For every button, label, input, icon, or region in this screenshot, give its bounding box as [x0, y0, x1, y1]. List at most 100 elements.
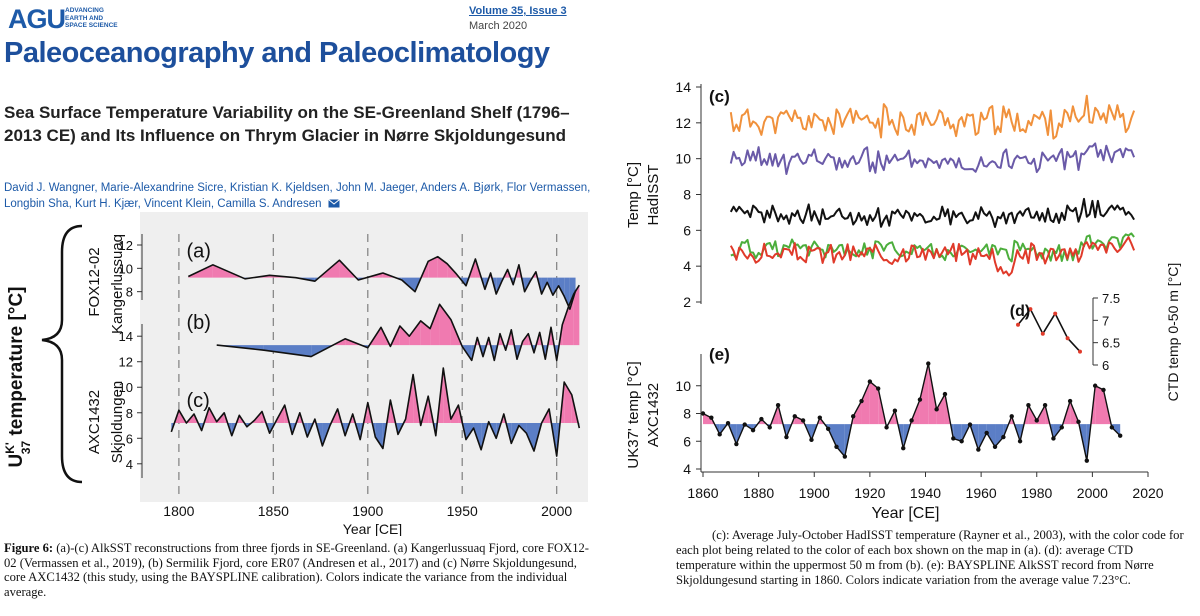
alksst-point-29 [942, 391, 948, 397]
alksst-point-5 [742, 422, 747, 427]
alksst-xtick-label-1980: 1980 [1021, 485, 1052, 501]
alksst-point-36 [1001, 434, 1006, 440]
right-figure-chart: 2 4 6 8 10 12 14 Temp [°C] HadISST (c) 6 6.5 7 7.5 CTD… [625, 79, 1181, 522]
alksst-point-17 [842, 454, 848, 459]
alksst-point-44 [1067, 398, 1073, 404]
article-title: Sea Surface Temperature Variability on t… [4, 103, 570, 145]
alksst-positive-fill [1103, 389, 1112, 425]
alksst-positive-fill [861, 381, 870, 425]
series-0-negative-fill [558, 277, 565, 297]
panel-label-d: (d) [1010, 303, 1030, 320]
right-figure-caption: (c): Average July-October HadISST temper… [676, 528, 1184, 587]
alksst-point-37 [1009, 414, 1014, 419]
alksst-positive-fill [1045, 405, 1050, 425]
left-xtick-label-1800: 1800 [163, 503, 194, 519]
alksst-point-0 [700, 411, 706, 416]
left-figure-background [140, 212, 588, 502]
series-2-negative-fill [375, 422, 383, 449]
series-0-positive-fill [468, 259, 476, 278]
series-0-positive-fill [428, 256, 438, 278]
agu-logo-subtext: ADVANCING EARTH AND SPACE SCIENCE [65, 7, 118, 29]
alksst-positive-fill [1011, 416, 1015, 425]
series-0-positive-fill [318, 260, 340, 278]
author-names[interactable]: David J. Wangner, Marie-Alexandrine Sicr… [4, 182, 591, 210]
left-figure-caption: Figure 6: (a)-(c) AlkSST reconstructions… [4, 541, 590, 599]
series-line-0 [187, 255, 577, 310]
alksst-point-40 [1034, 418, 1039, 423]
alksst-point-8 [767, 425, 772, 430]
left-xtick-label-1950: 1950 [447, 503, 478, 519]
panel-label-e: (e) [709, 345, 730, 364]
alksst-point-9 [775, 402, 781, 408]
alksst-point-11 [792, 414, 797, 419]
volume-issue-link[interactable]: Volume 35, Issue 3 [469, 5, 567, 17]
hadisst-series-black [729, 197, 1135, 228]
alksst-ytick-label-10: 10 [675, 378, 691, 394]
alksst-positive-fill [851, 416, 854, 425]
alksst-negative-fill [953, 424, 962, 442]
alksst-point-50 [1117, 433, 1123, 438]
hadisst-ytick-label-12: 12 [675, 115, 691, 131]
series-2-negative-fill [556, 422, 561, 457]
series-0-positive-fill [366, 273, 383, 278]
alksst-positive-fill [770, 405, 779, 425]
alksst-point-28 [934, 407, 939, 412]
series-0-negative-fill [552, 277, 559, 296]
alksst-point-3 [725, 421, 731, 426]
hadisst-ytick-label-14: 14 [675, 79, 691, 95]
ctd-ytick-label-6: 6 [1102, 358, 1109, 373]
left-ytick-label-bottom-14: 14 [119, 329, 133, 344]
left-y-brace [41, 224, 83, 484]
alksst-y-label-2: AXC1432 [645, 383, 662, 447]
alksst-xtick-label-2020: 2020 [1132, 485, 1163, 501]
alksst-point-32 [967, 422, 973, 427]
alksst-point-45 [1076, 419, 1081, 425]
left-figure-chart: (a) (b) (c) 12 10 8 14 12 10 8 6 4 1800 1850 1900 1950 2… [3, 212, 588, 536]
hadisst-series-purple [729, 142, 1136, 175]
series-1-negative-fill [517, 345, 522, 360]
hadisst-y-label-1: Temp [°C] [625, 162, 642, 228]
alksst-point-48 [1101, 387, 1106, 393]
alksst-point-10 [784, 434, 789, 440]
ctd-ytick-label-6.5: 6.5 [1102, 336, 1120, 351]
alksst-point-38 [1017, 439, 1023, 444]
alksst-point-43 [1059, 425, 1064, 430]
alksst-ytick-label-6: 6 [683, 433, 691, 449]
series-2-positive-fill [296, 412, 300, 423]
alksst-xtick-label-1860: 1860 [687, 485, 718, 501]
alksst-point-16 [834, 444, 839, 449]
alksst-point-1 [709, 415, 714, 420]
hadisst-ytick-label-2: 2 [683, 294, 691, 310]
ctd-point-4 [1065, 336, 1070, 341]
ctd-point-3 [1053, 311, 1058, 316]
alksst-point-14 [817, 415, 823, 420]
fjord-label-c: Skjoldungen [109, 381, 126, 464]
series-line-2 [170, 367, 581, 457]
alksst-xtick-label-1940: 1940 [910, 485, 941, 501]
alksst-negative-fill [950, 424, 954, 439]
alksst-negative-fill [978, 424, 987, 450]
journal-title: Paleoceanography and Paleoclimatology [4, 37, 550, 69]
ctd-point-2 [1040, 331, 1045, 336]
series-2-negative-fill [489, 422, 497, 439]
series-label-2: (c) [186, 390, 209, 412]
mail-icon[interactable] [327, 199, 340, 208]
alksst-point-21 [876, 386, 881, 391]
left-ytick-label-top-8: 8 [126, 285, 133, 300]
ctd-line [1017, 308, 1081, 353]
alksst-point-35 [992, 444, 998, 449]
left-y-axis-label: UK' 37 temperature [°C] [3, 287, 33, 468]
series-1-positive-fill [573, 285, 580, 346]
alksst-point-49 [1109, 425, 1115, 430]
left-ytick-label-bottom-6: 6 [126, 431, 133, 446]
alksst-line [702, 362, 1121, 462]
panel-label-c: (c) [709, 87, 730, 106]
series-2-negative-fill [266, 422, 270, 434]
series-label-0: (a) [186, 241, 210, 263]
ctd-point-1 [1028, 307, 1033, 312]
alksst-xtick-label-2000: 2000 [1077, 485, 1108, 501]
alksst-point-25 [909, 418, 914, 423]
alksst-point-18 [850, 414, 856, 419]
alksst-positive-fill [819, 417, 825, 425]
alksst-negative-fill [886, 424, 889, 428]
